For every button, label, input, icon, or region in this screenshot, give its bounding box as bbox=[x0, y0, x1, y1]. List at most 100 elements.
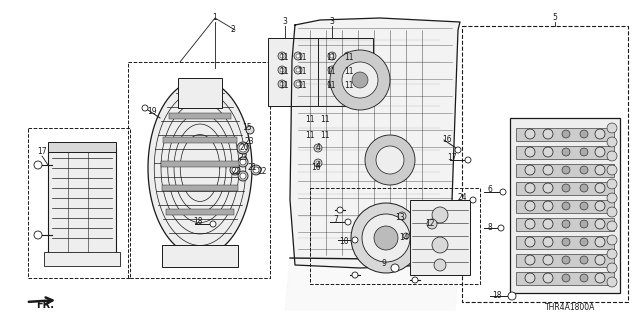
Circle shape bbox=[278, 80, 286, 88]
Circle shape bbox=[342, 62, 378, 98]
Circle shape bbox=[455, 147, 461, 153]
Text: 5: 5 bbox=[552, 13, 557, 22]
Circle shape bbox=[525, 147, 535, 157]
Circle shape bbox=[543, 165, 553, 175]
Text: 24: 24 bbox=[457, 194, 467, 203]
Text: 18: 18 bbox=[193, 218, 203, 227]
Text: 22: 22 bbox=[231, 167, 241, 177]
Circle shape bbox=[352, 72, 368, 88]
Bar bbox=[516, 236, 614, 249]
Text: 1: 1 bbox=[212, 13, 218, 22]
Text: 21: 21 bbox=[247, 164, 257, 172]
Circle shape bbox=[314, 144, 322, 152]
Circle shape bbox=[562, 274, 570, 282]
Bar bbox=[161, 161, 239, 167]
Text: 11: 11 bbox=[320, 131, 330, 140]
Text: 11: 11 bbox=[305, 131, 315, 140]
Text: 3: 3 bbox=[330, 18, 335, 27]
Text: THR4A1800A: THR4A1800A bbox=[545, 303, 595, 313]
Circle shape bbox=[240, 173, 246, 179]
Circle shape bbox=[607, 263, 617, 273]
Circle shape bbox=[296, 68, 300, 72]
Circle shape bbox=[330, 82, 334, 86]
Circle shape bbox=[562, 202, 570, 210]
Circle shape bbox=[543, 147, 553, 157]
Circle shape bbox=[316, 161, 320, 165]
Circle shape bbox=[543, 183, 553, 193]
Circle shape bbox=[543, 129, 553, 139]
Circle shape bbox=[427, 219, 437, 229]
Circle shape bbox=[330, 68, 334, 72]
Circle shape bbox=[296, 54, 300, 58]
Circle shape bbox=[595, 273, 605, 283]
Circle shape bbox=[562, 148, 570, 156]
Text: 10: 10 bbox=[339, 237, 349, 246]
Text: 4: 4 bbox=[316, 143, 321, 153]
Circle shape bbox=[238, 157, 248, 167]
Circle shape bbox=[328, 52, 336, 60]
Circle shape bbox=[239, 144, 247, 152]
Circle shape bbox=[595, 165, 605, 175]
Circle shape bbox=[202, 95, 212, 105]
Text: 11: 11 bbox=[279, 68, 289, 76]
Circle shape bbox=[328, 80, 336, 88]
Bar bbox=[318, 38, 373, 106]
Circle shape bbox=[344, 66, 352, 74]
Circle shape bbox=[562, 130, 570, 138]
Text: 2: 2 bbox=[230, 26, 236, 35]
Circle shape bbox=[434, 259, 446, 271]
Circle shape bbox=[595, 255, 605, 265]
Circle shape bbox=[362, 214, 410, 262]
Polygon shape bbox=[148, 80, 252, 256]
Circle shape bbox=[607, 179, 617, 189]
Bar bbox=[48, 142, 116, 152]
Bar bbox=[48, 148, 116, 258]
Text: 23: 23 bbox=[238, 154, 248, 163]
Bar bbox=[516, 182, 614, 195]
Text: 11: 11 bbox=[279, 82, 289, 91]
Circle shape bbox=[525, 201, 535, 211]
Circle shape bbox=[562, 220, 570, 228]
Circle shape bbox=[607, 165, 617, 175]
Circle shape bbox=[595, 147, 605, 157]
Text: 14: 14 bbox=[399, 234, 409, 243]
Circle shape bbox=[352, 272, 358, 278]
Text: 11: 11 bbox=[326, 82, 336, 91]
Text: 6: 6 bbox=[488, 186, 492, 195]
Bar bbox=[162, 245, 238, 267]
Circle shape bbox=[595, 237, 605, 247]
Polygon shape bbox=[290, 18, 460, 268]
Circle shape bbox=[465, 157, 471, 163]
Circle shape bbox=[280, 54, 284, 58]
Circle shape bbox=[230, 165, 240, 175]
Circle shape bbox=[238, 171, 248, 181]
Circle shape bbox=[374, 226, 398, 250]
Circle shape bbox=[337, 207, 343, 213]
Circle shape bbox=[398, 212, 406, 220]
Circle shape bbox=[607, 193, 617, 203]
Circle shape bbox=[562, 238, 570, 246]
Circle shape bbox=[251, 165, 261, 175]
Circle shape bbox=[607, 207, 617, 217]
Circle shape bbox=[391, 264, 399, 272]
Circle shape bbox=[376, 146, 404, 174]
Circle shape bbox=[607, 137, 617, 147]
Circle shape bbox=[562, 256, 570, 264]
Circle shape bbox=[543, 273, 553, 283]
Circle shape bbox=[294, 80, 302, 88]
Text: 19: 19 bbox=[147, 108, 157, 116]
Circle shape bbox=[607, 249, 617, 259]
Circle shape bbox=[580, 220, 588, 228]
Text: 3: 3 bbox=[283, 18, 287, 27]
Polygon shape bbox=[285, 258, 460, 310]
Circle shape bbox=[580, 130, 588, 138]
Circle shape bbox=[580, 256, 588, 264]
Circle shape bbox=[432, 207, 448, 223]
Circle shape bbox=[351, 203, 421, 273]
Circle shape bbox=[403, 233, 409, 239]
Circle shape bbox=[580, 274, 588, 282]
Circle shape bbox=[278, 52, 286, 60]
Circle shape bbox=[365, 135, 415, 185]
Circle shape bbox=[246, 126, 254, 134]
Circle shape bbox=[202, 84, 214, 96]
